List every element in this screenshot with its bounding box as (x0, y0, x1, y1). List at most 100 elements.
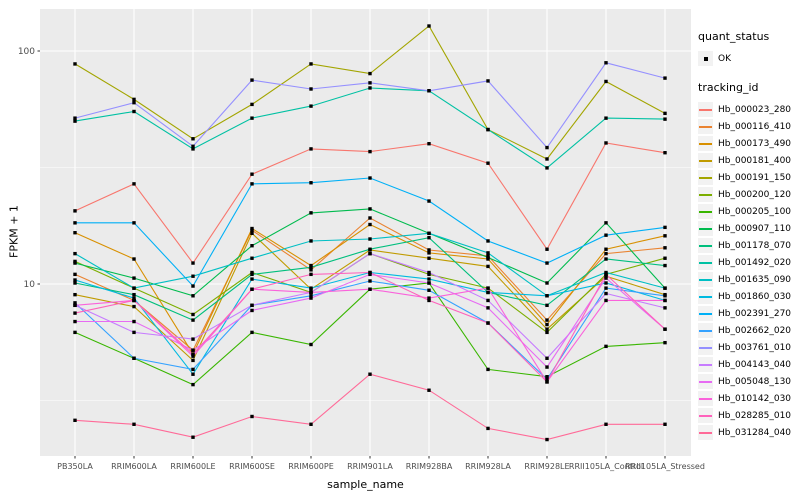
data-point-marker (663, 117, 667, 121)
data-point-marker (604, 141, 608, 145)
y-tick-label: 10 (24, 280, 36, 290)
legend-item-Hb_031284_040: Hb_031284_040 (698, 424, 798, 441)
data-point-marker (191, 274, 195, 278)
legend-key-swatch (698, 272, 713, 287)
data-point-marker (73, 272, 77, 277)
data-point-marker (132, 100, 136, 105)
legend-label: Hb_004143_040 (718, 359, 792, 370)
data-point-marker (663, 306, 667, 310)
data-point-marker (604, 233, 608, 237)
x-tick-label: RRIM600LA (111, 462, 157, 471)
data-point-marker (250, 308, 254, 313)
legend-key-swatch (698, 374, 713, 389)
legend-key-swatch (698, 340, 713, 355)
data-point-marker (191, 435, 195, 439)
data-point-marker (250, 116, 254, 120)
data-point-marker (309, 239, 313, 243)
data-point-marker (604, 257, 608, 261)
legend-item-Hb_001492_020: Hb_001492_020 (698, 254, 798, 271)
data-point-marker (250, 270, 254, 275)
data-point-marker (309, 265, 313, 269)
legend-key-swatch (698, 289, 713, 304)
data-point-marker (604, 272, 608, 277)
legend-key-swatch (698, 408, 713, 423)
data-point-marker (309, 147, 313, 151)
data-point-marker (604, 61, 608, 65)
x-tick-label: RRIM600PE (288, 462, 334, 471)
data-point-marker (309, 104, 313, 108)
data-point-marker (604, 274, 608, 278)
data-point-marker (663, 256, 667, 260)
data-point-marker (250, 182, 254, 186)
legend-label: Hb_000181_400 (718, 155, 792, 166)
series-color-line-icon (699, 380, 712, 383)
data-point-marker (191, 348, 195, 352)
data-point-marker (486, 255, 490, 260)
legend-label: Hb_005048_130 (718, 376, 792, 387)
legend-key-swatch (698, 425, 713, 440)
data-point-marker (309, 296, 313, 300)
data-point-marker (309, 181, 313, 185)
data-point-marker (368, 247, 372, 251)
data-point-marker (663, 340, 667, 345)
legend-item-Hb_000191_150: Hb_000191_150 (698, 169, 798, 186)
data-point-marker (486, 367, 490, 372)
series-color-line-icon (699, 244, 712, 247)
series-color-line-icon (699, 125, 712, 128)
data-point-marker (663, 246, 667, 250)
data-point-marker (545, 247, 549, 251)
data-point-marker (73, 119, 77, 123)
data-point-marker (604, 286, 608, 290)
legend-item-Hb_004143_040: Hb_004143_040 (698, 356, 798, 373)
data-point-marker (191, 367, 195, 372)
data-point-marker (604, 270, 608, 275)
legend-key-swatch (698, 170, 713, 185)
data-point-marker (191, 318, 195, 322)
data-point-marker (427, 281, 431, 285)
legend-item-Hb_000907_110: Hb_000907_110 (698, 220, 798, 237)
legend-item-Hb_000116_410: Hb_000116_410 (698, 118, 798, 135)
data-point-marker (486, 286, 490, 290)
series-color-line-icon (699, 397, 712, 400)
data-point-marker (604, 221, 608, 225)
data-point-marker (368, 272, 372, 277)
data-point-marker (368, 81, 372, 85)
series-color-line-icon (699, 363, 712, 366)
data-point-marker (250, 226, 254, 231)
data-point-marker (368, 176, 372, 180)
data-point-marker (368, 207, 372, 211)
data-point-marker (545, 281, 549, 285)
data-point-marker (368, 237, 372, 241)
legend-label: Hb_010142_030 (718, 393, 792, 404)
series-color-line-icon (699, 431, 712, 434)
legend-label: Hb_001635_090 (718, 274, 792, 285)
data-point-marker (191, 294, 195, 298)
data-point-marker (132, 182, 136, 186)
data-point-marker (427, 199, 431, 203)
data-point-marker (73, 261, 77, 265)
data-point-marker (73, 303, 77, 308)
legend-item-Hb_000173_490: Hb_000173_490 (698, 135, 798, 152)
data-point-marker (250, 172, 254, 176)
data-point-marker (132, 97, 136, 102)
data-point-marker (368, 149, 372, 154)
legend-label: Hb_031284_040 (718, 427, 792, 438)
data-point-marker (545, 380, 549, 384)
data-point-marker (545, 377, 549, 381)
legend-key-swatch (698, 102, 713, 117)
data-point-marker (604, 344, 608, 349)
data-point-marker (250, 287, 254, 291)
data-point-marker (132, 304, 136, 309)
panel-background (40, 9, 691, 456)
legend-label: Hb_000205_100 (718, 206, 792, 217)
data-point-marker (191, 337, 195, 341)
series-color-line-icon (699, 261, 712, 264)
data-point-marker (486, 127, 490, 132)
data-point-marker (427, 296, 431, 300)
data-point-marker (427, 298, 431, 303)
data-point-marker (250, 228, 254, 233)
legend-key-swatch (698, 306, 713, 321)
legend-title-quant-status: quant_status (698, 30, 770, 43)
data-point-marker (309, 294, 313, 298)
legend-label: Hb_028285_010 (718, 410, 792, 421)
